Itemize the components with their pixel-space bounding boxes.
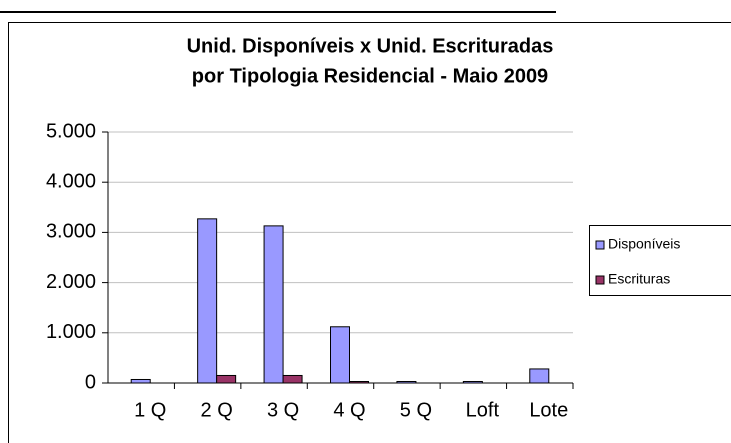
y-tick-label: 0 <box>85 371 96 393</box>
y-tick-label: 3.000 <box>46 221 96 243</box>
x-tick-label: 4 Q <box>333 399 365 421</box>
legend-label: Disponíveis <box>608 236 680 252</box>
x-tick-label: 5 Q <box>400 399 432 421</box>
bar <box>282 374 303 384</box>
bar <box>216 374 237 384</box>
x-tick-label: Loft <box>466 399 500 421</box>
x-tick-label: 3 Q <box>267 399 299 421</box>
bar <box>263 225 284 384</box>
y-tick-label: 5.000 <box>46 120 96 142</box>
x-tick-label: 2 Q <box>201 399 233 421</box>
y-tick-label: 2.000 <box>46 271 96 293</box>
legend-label: Escrituras <box>608 271 670 287</box>
bar <box>130 378 151 384</box>
legend <box>589 225 731 296</box>
x-tick-label: Lote <box>529 399 568 421</box>
y-tick-label: 1.000 <box>46 321 96 343</box>
chart-title: Unid. Disponíveis x Unid. Escrituradas <box>187 35 554 57</box>
legend-swatch <box>595 275 605 285</box>
legend-swatch <box>595 240 605 250</box>
bar <box>330 326 350 384</box>
bar <box>197 218 218 384</box>
chart-subtitle: por Tipologia Residencial - Maio 2009 <box>192 65 548 87</box>
x-tick-label: 1 Q <box>134 399 166 421</box>
bar <box>529 368 550 384</box>
y-tick-label: 4.000 <box>46 170 96 192</box>
